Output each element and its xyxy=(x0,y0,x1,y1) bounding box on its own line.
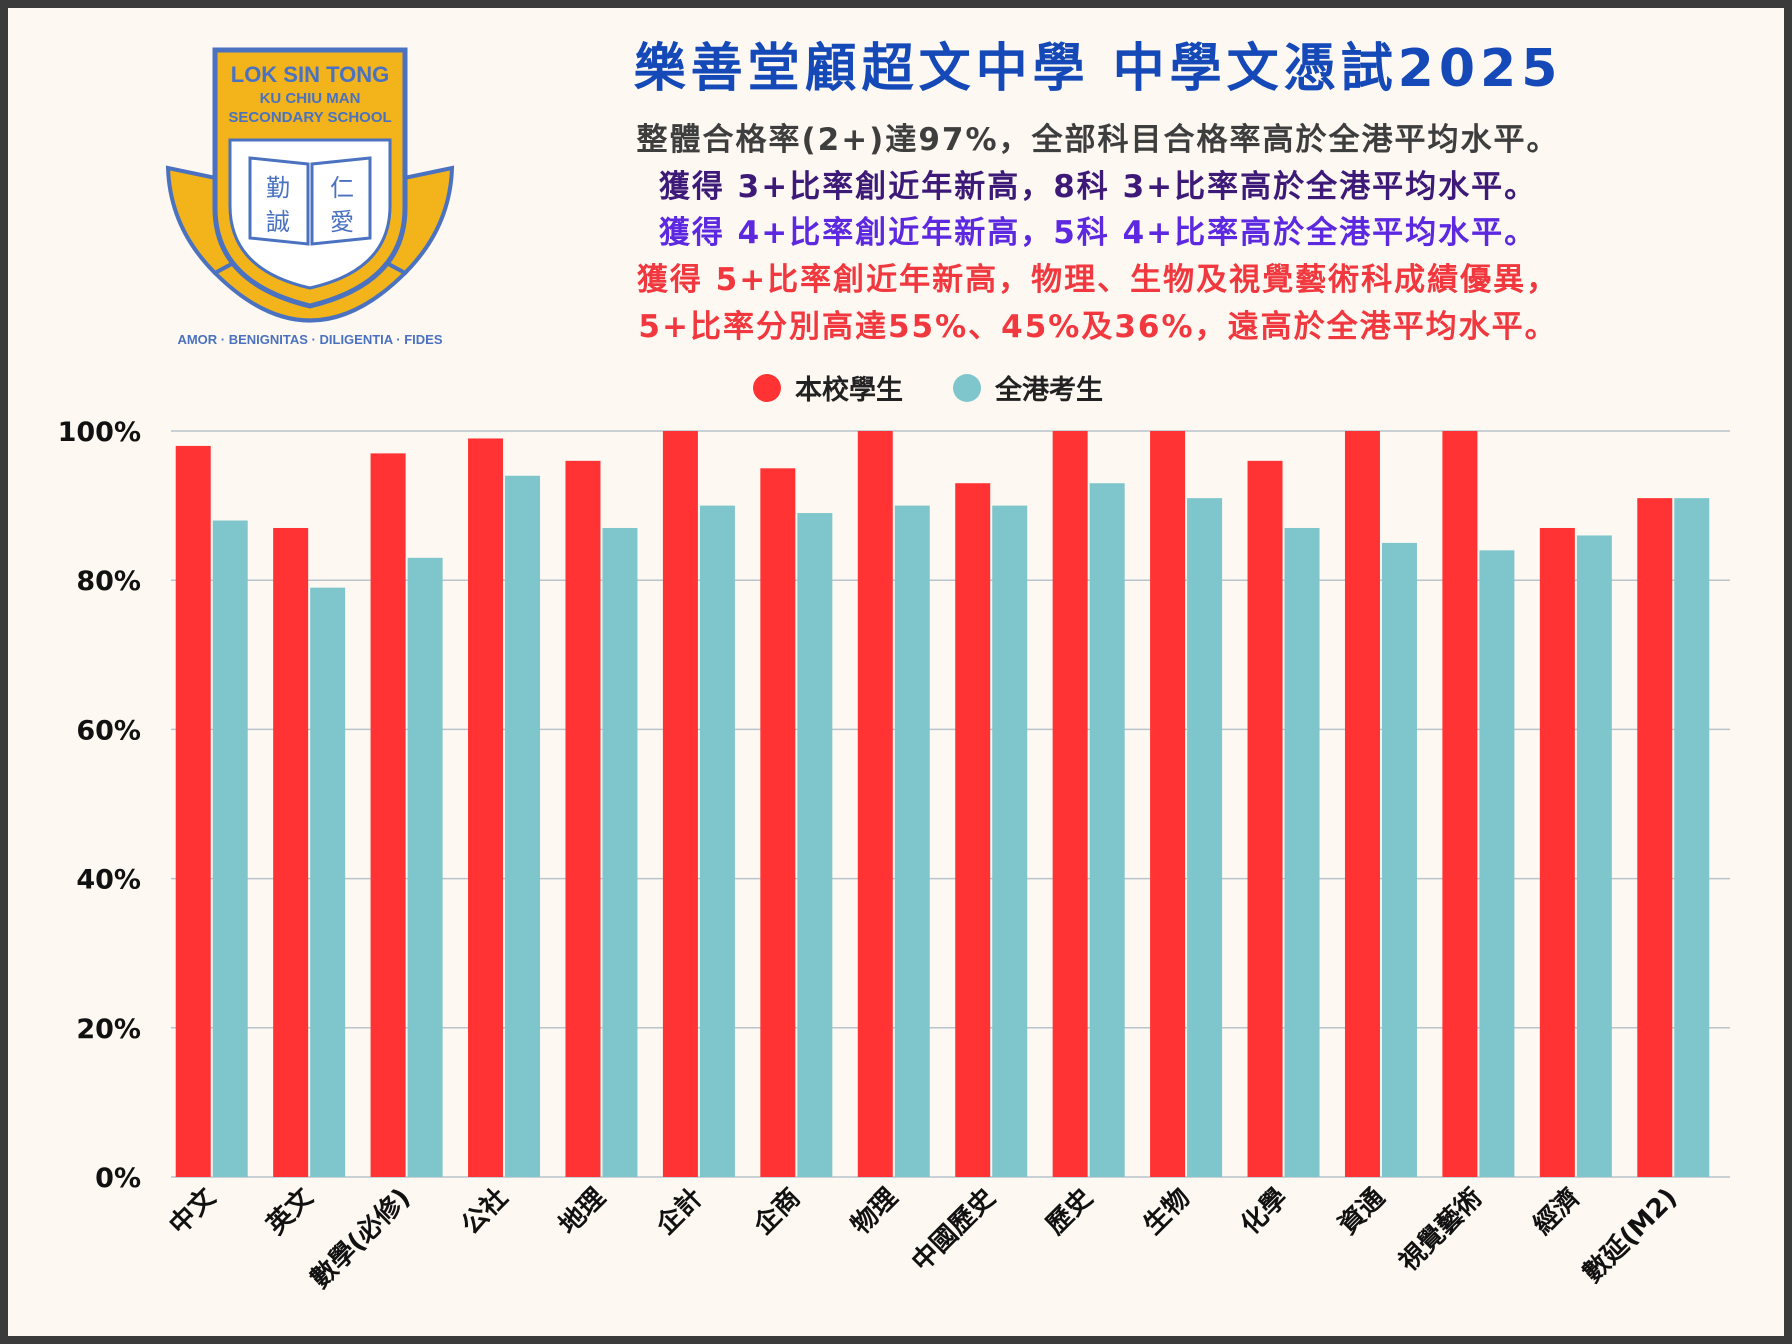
logo-book-left-char: 勤 xyxy=(266,174,290,202)
bar-hk xyxy=(1187,498,1223,1177)
bar-school xyxy=(565,460,601,1178)
headline-line-1: 整體合格率(2+)達97%，全部科目合格率高於全港平均水平。 xyxy=(636,122,1560,158)
x-tick-label: 視覺藝術 xyxy=(1394,1183,1489,1278)
legend-label-school: 本校學生 xyxy=(795,375,903,406)
bar-school xyxy=(1539,527,1575,1177)
bar-school xyxy=(1637,498,1673,1177)
x-tick-label: 數學(必修) xyxy=(304,1182,416,1294)
headline-line-2: 獲得 3+比率創近年新高，8科 3+比率高於全港平均水平。 xyxy=(658,169,1538,205)
bar-hk xyxy=(407,557,443,1177)
x-tick-label: 歷史 xyxy=(1041,1182,1100,1241)
bar-hk xyxy=(797,513,833,1177)
bar-hk xyxy=(1674,498,1710,1177)
bar-school xyxy=(1247,460,1283,1178)
y-tick-label: 60% xyxy=(76,715,141,746)
x-tick-label: 英文 xyxy=(260,1181,319,1240)
legend-swatch-hk xyxy=(953,373,981,402)
poster-frame: LOK SIN TONG KU CHIU MAN SECONDARY SCHOO… xyxy=(8,8,1784,1336)
bar-school xyxy=(370,453,406,1177)
logo-top-line2: KU CHIU MAN xyxy=(260,90,361,107)
x-tick-label: 物理 xyxy=(846,1183,904,1241)
bar-school xyxy=(175,445,211,1177)
bar-hk xyxy=(1381,542,1417,1177)
headline-line-4: 獲得 5+比率創近年新高，物理、生物及視覺藝術科成績優異， xyxy=(636,262,1560,298)
x-tick-label: 數延(M2) xyxy=(1577,1183,1683,1289)
chart-legend: 本校學生 全港考生 xyxy=(753,368,1153,407)
logo-book-left-char: 誠 xyxy=(266,208,290,236)
bar-hk xyxy=(602,527,638,1177)
y-tick-label: 100% xyxy=(58,417,141,448)
y-tick-label: 20% xyxy=(76,1014,141,1045)
bar-school xyxy=(857,431,893,1177)
x-tick-label: 中文 xyxy=(163,1181,222,1240)
bar-school xyxy=(662,431,698,1177)
bar-hk xyxy=(1284,527,1320,1177)
y-tick-label: 40% xyxy=(76,865,141,896)
legend-item-school: 本校學生 xyxy=(753,368,903,407)
x-tick-label: 經濟 xyxy=(1527,1182,1586,1241)
bar-school xyxy=(760,468,796,1177)
headline-line-3: 獲得 4+比率創近年新高，5科 4+比率高於全港平均水平。 xyxy=(658,215,1538,251)
x-tick-label: 中國歷史 xyxy=(906,1182,1001,1277)
x-tick-label: 資通 xyxy=(1333,1183,1391,1241)
logo-motto: AMOR · BENIGNITAS · DILIGENTIA · FIDES xyxy=(177,332,442,347)
bar-school xyxy=(1052,431,1088,1177)
bar-hk xyxy=(1576,535,1612,1177)
logo-book-right-char: 仁 xyxy=(330,174,354,202)
bar-school xyxy=(1344,431,1380,1177)
bar-hk xyxy=(212,520,248,1177)
bar-hk xyxy=(1089,483,1125,1178)
bar-school xyxy=(273,527,309,1177)
bar-school xyxy=(955,483,991,1178)
headline-line-5: 5+比率分別高達55%、45%及36%，遠高於全港平均水平。 xyxy=(638,309,1558,345)
x-tick-label: 化學 xyxy=(1235,1183,1293,1241)
x-tick-label: 生物 xyxy=(1138,1183,1196,1241)
bar-school xyxy=(468,438,504,1178)
y-tick-label: 0% xyxy=(95,1163,141,1194)
legend-item-hk: 全港考生 xyxy=(953,368,1103,407)
bar-hk xyxy=(1479,550,1515,1177)
x-tick-label: 地理 xyxy=(553,1183,611,1241)
x-tick-label: 企計 xyxy=(650,1182,709,1241)
logo-top-line3: SECONDARY SCHOOL xyxy=(228,109,391,126)
legend-label-hk: 全港考生 xyxy=(995,375,1103,406)
legend-swatch-school xyxy=(753,373,781,402)
bar-school xyxy=(1150,431,1186,1177)
bar-hk xyxy=(505,475,541,1177)
logo-top-line1: LOK SIN TONG xyxy=(231,62,390,87)
bar-school xyxy=(1442,431,1478,1177)
school-logo: LOK SIN TONG KU CHIU MAN SECONDARY SCHOO… xyxy=(165,47,455,347)
logo-book-right-char: 愛 xyxy=(330,208,354,236)
x-tick-label: 公社 xyxy=(455,1182,514,1241)
y-tick-label: 80% xyxy=(76,566,141,597)
poster-title: 樂善堂顧超文中學 中學文憑試2025 xyxy=(633,39,1563,99)
bar-hk xyxy=(992,505,1028,1178)
bar-hk xyxy=(699,505,735,1178)
x-tick-label: 企商 xyxy=(748,1182,807,1241)
bar-hk xyxy=(310,587,346,1177)
bar-hk xyxy=(894,505,930,1178)
